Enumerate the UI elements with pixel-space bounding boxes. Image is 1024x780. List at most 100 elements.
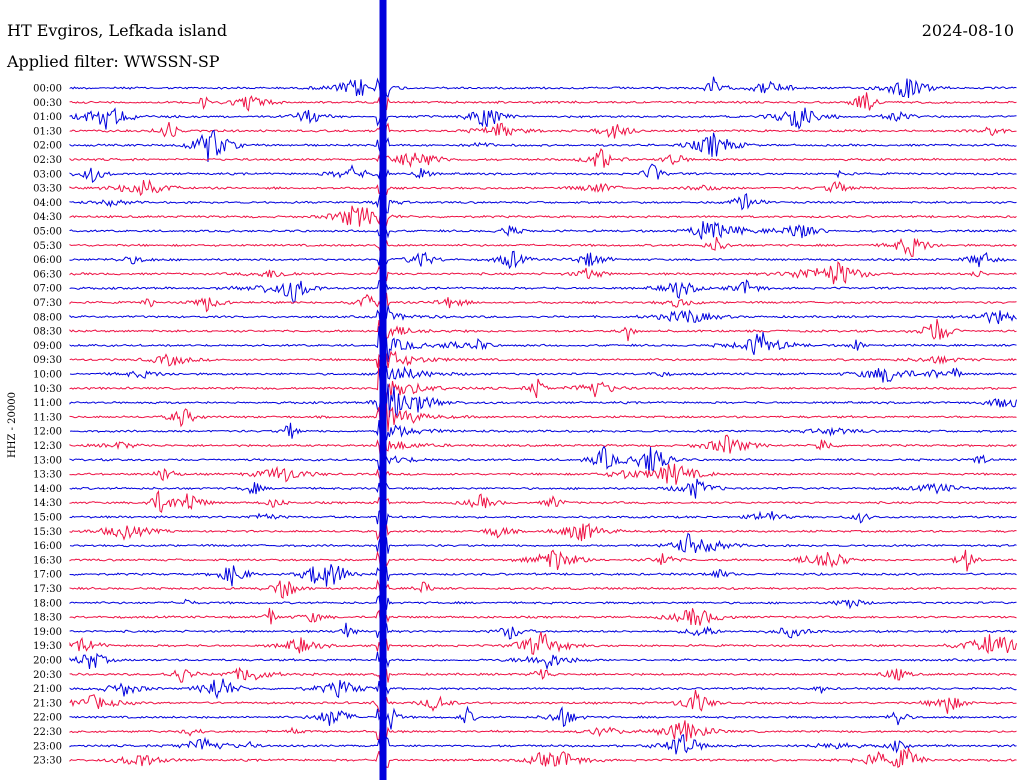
time-tick-label: 00:00 bbox=[33, 84, 62, 95]
time-tick-label: 19:00 bbox=[33, 627, 62, 638]
trace-line bbox=[69, 279, 1017, 304]
trace-line bbox=[69, 678, 1017, 700]
trace-line bbox=[69, 261, 1017, 285]
time-tick-label: 12:30 bbox=[33, 441, 62, 452]
trace-line bbox=[69, 326, 1017, 363]
trace-line bbox=[69, 403, 1017, 435]
time-tick-label: 03:30 bbox=[33, 184, 62, 195]
trace-line bbox=[69, 292, 1017, 313]
time-tick-label: 21:30 bbox=[33, 698, 62, 709]
trace-line bbox=[69, 178, 1017, 197]
trace-line bbox=[69, 489, 1017, 513]
date-label: 2024-08-10 bbox=[921, 21, 1014, 40]
time-tick-label: 06:00 bbox=[33, 255, 62, 266]
trace-line bbox=[69, 205, 1017, 227]
time-tick-label: 03:00 bbox=[33, 169, 62, 180]
trace-line bbox=[69, 147, 1017, 169]
trace-line bbox=[69, 622, 1017, 640]
time-tick-label: 20:00 bbox=[33, 656, 62, 667]
trace-line bbox=[69, 651, 1017, 671]
time-tick-label: 12:00 bbox=[33, 427, 62, 438]
time-tick-label: 16:00 bbox=[33, 541, 62, 552]
trace-line bbox=[69, 76, 1017, 99]
trace-line bbox=[69, 549, 1017, 572]
trace-line bbox=[69, 319, 1017, 342]
trace-line bbox=[69, 463, 1017, 485]
time-tick-label: 17:30 bbox=[33, 584, 62, 595]
time-tick-label: 10:30 bbox=[33, 384, 62, 395]
trace-line bbox=[69, 420, 1017, 443]
time-tick-label: 13:30 bbox=[33, 470, 62, 481]
time-tick-label: 04:00 bbox=[33, 198, 62, 209]
time-tick-label: 07:30 bbox=[33, 298, 62, 309]
time-tick-label: 14:00 bbox=[33, 484, 62, 495]
trace-line bbox=[69, 383, 1017, 418]
time-tick-label: 01:30 bbox=[33, 126, 62, 137]
time-tick-label: 15:00 bbox=[33, 513, 62, 524]
trace-line bbox=[69, 129, 1017, 163]
trace-line bbox=[69, 522, 1017, 542]
trace-line bbox=[69, 720, 1017, 742]
filter-label: Applied filter: WWSSN-SP bbox=[7, 52, 220, 71]
trace-line bbox=[69, 705, 1017, 730]
trace-line bbox=[69, 359, 1017, 399]
trace-line bbox=[69, 478, 1017, 499]
trace-line bbox=[69, 665, 1017, 683]
y-axis-label: HHZ - 20000 bbox=[7, 392, 18, 458]
trace-line bbox=[69, 121, 1017, 141]
major-event-band bbox=[379, 0, 387, 780]
time-tick-label: 07:00 bbox=[33, 284, 62, 295]
trace-line bbox=[69, 191, 1017, 214]
trace-line bbox=[69, 734, 1017, 755]
time-tick-label: 14:30 bbox=[33, 498, 62, 509]
trace-line bbox=[69, 595, 1017, 611]
time-tick-label: 08:00 bbox=[33, 312, 62, 323]
time-tick-label: 11:00 bbox=[33, 398, 62, 409]
trace-line bbox=[69, 343, 1017, 373]
trace-line bbox=[69, 250, 1017, 270]
time-tick-label: 18:30 bbox=[33, 613, 62, 624]
time-tick-label: 16:30 bbox=[33, 555, 62, 566]
trace-line bbox=[69, 579, 1017, 599]
time-tick-label: 09:00 bbox=[33, 341, 62, 352]
trace-line bbox=[69, 509, 1017, 525]
time-tick-label: 06:30 bbox=[33, 269, 62, 280]
station-title: HT Evgiros, Lefkada island bbox=[7, 21, 228, 40]
trace-line bbox=[69, 747, 1017, 769]
trace-line bbox=[69, 631, 1017, 655]
trace-line bbox=[69, 305, 1017, 328]
time-tick-label: 21:00 bbox=[33, 684, 62, 695]
trace-line bbox=[69, 607, 1017, 626]
time-tick-label: 05:00 bbox=[33, 227, 62, 238]
time-tick-label: 01:00 bbox=[33, 112, 62, 123]
time-tick-label: 20:30 bbox=[33, 670, 62, 681]
time-tick-label: 00:30 bbox=[33, 98, 62, 109]
time-tick-label: 22:00 bbox=[33, 713, 62, 724]
trace-line bbox=[69, 365, 1017, 389]
time-tick-label: 23:00 bbox=[33, 741, 62, 752]
time-tick-label: 19:30 bbox=[33, 641, 62, 652]
time-tick-label: 04:30 bbox=[33, 212, 62, 223]
time-tick-label: 13:00 bbox=[33, 455, 62, 466]
time-tick-label: 05:30 bbox=[33, 241, 62, 252]
trace-line bbox=[69, 688, 1017, 717]
trace-line bbox=[69, 429, 1017, 459]
time-tick-label: 02:30 bbox=[33, 155, 62, 166]
trace-line bbox=[69, 532, 1017, 554]
time-tick-label: 08:30 bbox=[33, 327, 62, 338]
trace-line bbox=[69, 163, 1017, 184]
time-tick-label: 18:00 bbox=[33, 598, 62, 609]
time-tick-label: 23:30 bbox=[33, 756, 62, 767]
trace-line bbox=[69, 564, 1017, 587]
time-tick-label: 15:30 bbox=[33, 527, 62, 538]
time-tick-label: 17:00 bbox=[33, 570, 62, 581]
time-tick-label: 10:00 bbox=[33, 370, 62, 381]
trace-line bbox=[69, 107, 1017, 130]
trace-line bbox=[69, 445, 1017, 474]
trace-line bbox=[69, 236, 1017, 257]
time-tick-label: 22:30 bbox=[33, 727, 62, 738]
time-tick-label: 02:00 bbox=[33, 141, 62, 152]
trace-line bbox=[69, 92, 1017, 113]
trace-line bbox=[69, 221, 1017, 240]
